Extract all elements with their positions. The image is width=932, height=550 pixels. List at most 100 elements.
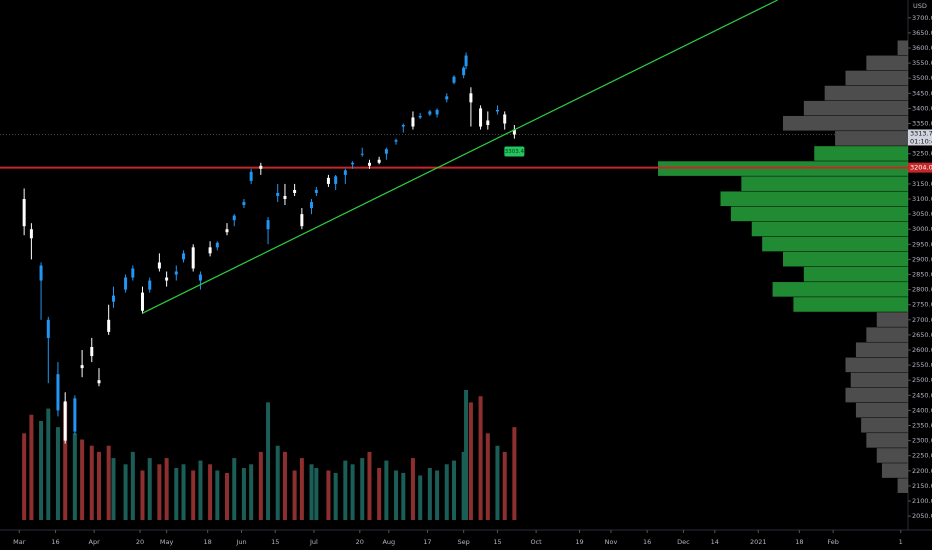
y-tick-label: 2650.00: [912, 331, 932, 339]
trend-tag: 3303.4: [505, 149, 525, 155]
candle-body: [418, 115, 422, 118]
volume-bar: [343, 460, 348, 520]
candle-body: [97, 380, 101, 384]
y-tick-label: 3050.00: [912, 210, 932, 218]
volume-bar: [46, 408, 51, 520]
volume-bar: [191, 470, 196, 520]
candle-body: [107, 319, 111, 332]
volume-bar: [97, 451, 102, 520]
candle-body: [283, 195, 287, 200]
candle-body: [377, 159, 381, 163]
candle-body: [39, 265, 43, 281]
volume-bar: [309, 464, 314, 520]
last-price-label: 3313.75: [910, 129, 932, 137]
volume-profile-bar: [876, 312, 908, 327]
candle-body: [182, 253, 186, 260]
volume-bar: [215, 470, 220, 520]
x-tick-label: 2021: [750, 538, 767, 546]
candle-body: [22, 199, 26, 227]
y-tick-label: 3600.00: [912, 44, 932, 52]
volume-bar: [502, 451, 507, 520]
volume-bar: [174, 468, 179, 520]
candle-body: [394, 140, 398, 142]
volume-bar: [232, 458, 237, 520]
volume-bar: [292, 470, 297, 520]
volume-profile-bar: [751, 221, 908, 237]
candle-body: [140, 292, 144, 311]
candle-body: [73, 398, 77, 432]
trend-tag-box: [504, 146, 525, 157]
volume-bar: [106, 445, 111, 520]
volume-bar: [410, 458, 415, 520]
volume-profile-bar: [783, 251, 908, 267]
candle-body: [343, 170, 347, 175]
y-tick-label: 2100.00: [912, 497, 932, 505]
x-tick-label: Oct: [530, 538, 542, 546]
volume-bar: [401, 472, 406, 520]
volume-bar: [130, 451, 135, 520]
x-tick-label: Jul: [309, 538, 318, 546]
last-price-box: [908, 129, 932, 146]
candle-body: [452, 76, 456, 83]
volume-profile-bar: [897, 40, 908, 56]
candle-body: [479, 108, 483, 127]
candle-body: [334, 176, 338, 184]
y-tick-label: 2200.00: [912, 467, 932, 475]
volume-bar: [282, 451, 287, 520]
y-tick-label: 2150.00: [912, 482, 932, 490]
x-tick-label: 19: [575, 538, 583, 546]
candle-body: [314, 189, 318, 193]
x-tick-label: 15: [271, 538, 279, 546]
candle-body: [225, 229, 229, 233]
candle-body: [165, 277, 169, 281]
y-tick-label: 2700.00: [912, 316, 932, 324]
candle-body: [249, 171, 253, 181]
y-tick-label: 2450.00: [912, 391, 932, 399]
x-tick-label: 20: [356, 538, 364, 546]
x-tick-label: 20: [136, 538, 144, 546]
candle-body: [293, 189, 297, 193]
x-tick-label: Dec: [677, 538, 690, 546]
volume-profile-bar: [866, 55, 908, 71]
countdown: 01:10:40: [910, 137, 932, 145]
volume-bar: [249, 464, 254, 520]
candle-body: [310, 202, 314, 209]
candle-body: [131, 268, 135, 278]
volume-bar: [111, 458, 116, 520]
volume-bar: [275, 445, 280, 520]
candle-body: [445, 96, 449, 100]
volume-profile-bar: [730, 206, 908, 222]
x-tick-label: 1: [899, 538, 903, 546]
x-tick-label: Nov: [605, 538, 618, 546]
volume-profile-bar: [866, 433, 908, 448]
volume-bar: [181, 464, 186, 520]
volume-bar: [418, 475, 423, 520]
candle-body: [462, 67, 466, 76]
currency: USD: [913, 2, 927, 10]
candle-body: [464, 55, 468, 67]
x-tick-label: Mar: [13, 538, 26, 546]
volume-bar: [80, 439, 85, 520]
volume-profile-bar: [720, 191, 908, 207]
volume-bar: [225, 472, 229, 520]
x-tick-label: Jun: [235, 538, 246, 546]
volume-bar: [478, 396, 483, 520]
candle-body: [56, 374, 60, 411]
candle-body: [367, 162, 371, 166]
x-tick-label: May: [160, 538, 174, 546]
y-tick-label: 3450.00: [912, 89, 932, 97]
y-tick-label: 3550.00: [912, 59, 932, 67]
y-tick-label: 3000.00: [912, 225, 932, 233]
volume-profile-bar: [861, 417, 908, 433]
candle-body: [435, 109, 439, 115]
volume-bar: [350, 464, 355, 520]
volume-profile-bar: [876, 448, 908, 463]
volume-bar: [140, 470, 145, 520]
y-tick-label: 3250.00: [912, 150, 932, 158]
candle-body: [215, 242, 219, 248]
volume-bar: [452, 460, 456, 520]
volume-profile-bar: [855, 402, 908, 418]
volume-bar: [147, 458, 152, 520]
volume-bar: [164, 458, 169, 520]
y-tick-label: 2500.00: [912, 376, 932, 384]
